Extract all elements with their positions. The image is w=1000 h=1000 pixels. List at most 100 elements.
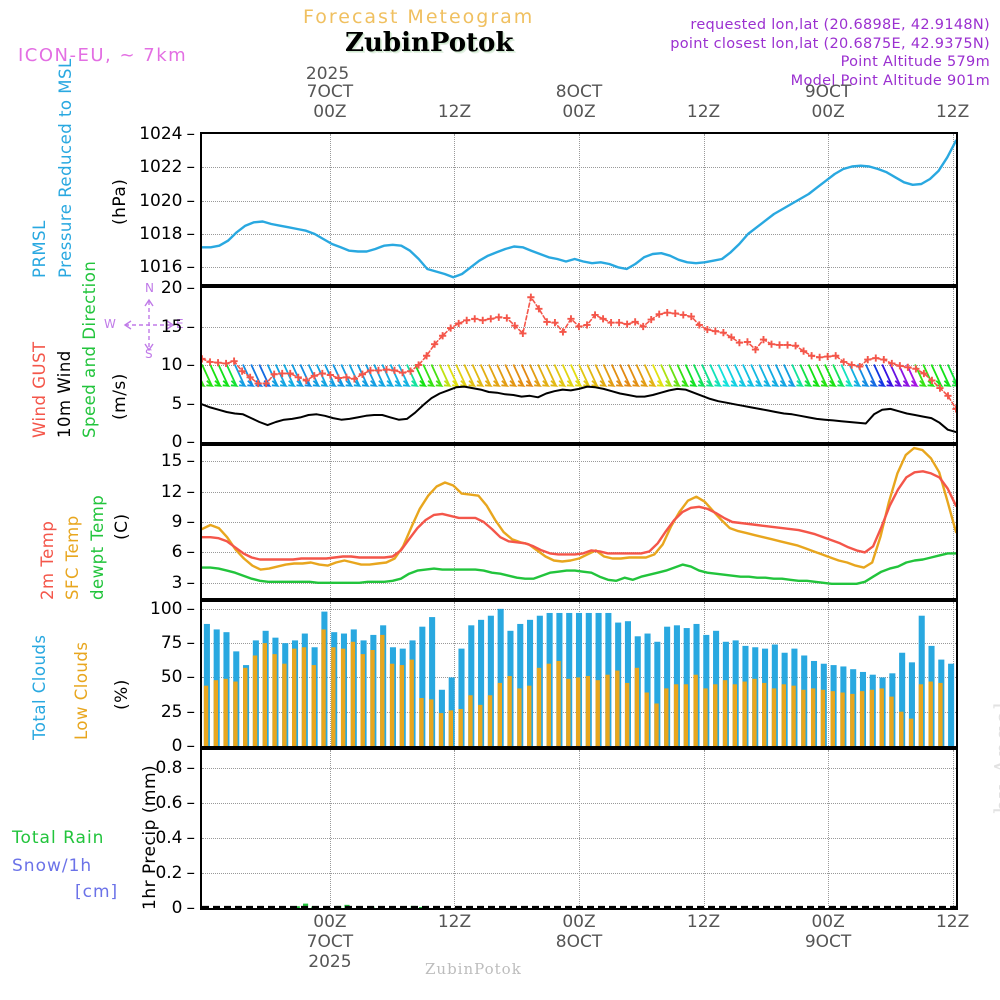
- gust-marker: [342, 373, 350, 381]
- low-cloud-bar: [527, 685, 532, 746]
- y-tick-dash: –: [186, 736, 196, 756]
- wind-direction-arrow: [529, 364, 543, 387]
- wind-direction-arrow: [594, 364, 608, 387]
- low-cloud-bar: [487, 695, 493, 746]
- y-tick-label: 100–: [150, 598, 196, 619]
- axis-day-bottom: 9OCT: [804, 932, 852, 952]
- wind-direction-arrow: [406, 364, 420, 387]
- low-cloud-bar: [536, 667, 542, 746]
- panel-clouds[interactable]: [200, 600, 958, 748]
- low-cloud-bar: [458, 708, 463, 746]
- gridline-vertical: [454, 750, 456, 908]
- label-wind-gust: Wind GUST: [30, 341, 49, 438]
- wind-direction-arrow: [742, 364, 756, 387]
- wind-direction-arrow: [586, 364, 600, 387]
- gridline-vertical: [828, 288, 830, 442]
- metadata-closest: point closest lon,lat (20.6875E, 42.9375…: [670, 35, 990, 52]
- low-cloud-bar: [624, 682, 630, 746]
- y-tick-dash: –: [186, 598, 196, 619]
- total-cloud-bar: [468, 625, 475, 746]
- wind-direction-arrow: [791, 364, 805, 387]
- unit-percent: (%): [112, 679, 132, 710]
- wind-direction-arrow: [373, 364, 387, 387]
- y-tick-dash: –: [186, 572, 196, 593]
- gridline-vertical: [329, 602, 331, 746]
- label-speed-direction: Speed and Direction: [80, 260, 99, 438]
- gust-marker: [382, 366, 391, 374]
- axis-hour-bottom: 00Z: [811, 912, 845, 932]
- gust-marker: [679, 311, 687, 319]
- low-cloud-bar: [497, 682, 502, 746]
- y-tick-dash: –: [186, 827, 196, 848]
- low-cloud-bar: [830, 691, 835, 746]
- y-tick-label: 0.2–: [155, 862, 196, 883]
- gridline-vertical: [703, 288, 705, 442]
- y-tick-label: 10–: [160, 355, 195, 375]
- yaxis-clouds: 100– 75– 50– 25– 0–: [133, 598, 196, 756]
- panel-wind[interactable]: [200, 286, 958, 444]
- total-cloud-bar: [918, 615, 925, 746]
- low-cloud-bar: [203, 685, 209, 746]
- label-prmsl: PRMSL: [30, 220, 49, 278]
- gust-marker: [655, 310, 663, 318]
- axis-hour-bottom: 00Z: [313, 912, 347, 932]
- wind-direction-arrow: [701, 364, 715, 387]
- wind-direction-arrow: [569, 364, 584, 387]
- gust-marker: [735, 339, 744, 347]
- gust-marker: [639, 322, 647, 331]
- low-cloud-bar: [389, 663, 395, 746]
- total-cloud-bar: [429, 617, 436, 746]
- wind-direction-arrow: [496, 364, 510, 387]
- total-cloud-bar: [527, 619, 534, 746]
- total-cloud-bar: [458, 648, 465, 746]
- panel-precipitation[interactable]: [200, 748, 958, 910]
- gust-marker: [783, 341, 792, 349]
- gust-marker: [559, 328, 567, 336]
- bottom-caption: ZubinPotok: [425, 960, 522, 978]
- gridline-vertical: [952, 288, 954, 442]
- wind-direction-arrow: [840, 364, 854, 387]
- gust-marker: [928, 376, 936, 384]
- total-cloud-bar: [595, 612, 602, 746]
- gridline-vertical: [329, 134, 331, 284]
- y-tick-label: 15–: [160, 316, 195, 337]
- gust-marker: [832, 352, 840, 360]
- wind-direction-arrow: [561, 364, 575, 387]
- gust-marker: [856, 362, 864, 371]
- wind-direction-arrow: [733, 364, 747, 387]
- total-cloud-bar: [517, 623, 524, 746]
- low-cloud-bar: [252, 655, 258, 746]
- gridline-vertical: [454, 134, 456, 284]
- low-cloud-bar: [781, 684, 786, 746]
- gust-marker: [944, 392, 952, 400]
- wind-direction-arrow: [274, 364, 288, 387]
- gridline-vertical: [454, 446, 456, 598]
- wind-direction-arrow: [217, 364, 231, 387]
- axis-hour-bottom: 12Z: [437, 912, 472, 932]
- top-time-axis: 2025 7OCT 00Z 12Z 8OCT 00Z 12Z 9OCT 00Z 12Z: [200, 64, 969, 130]
- panel-temperature[interactable]: [200, 444, 958, 600]
- gust-marker: [230, 357, 238, 365]
- total-cloud-bar: [203, 623, 210, 746]
- panel-pressure[interactable]: [200, 132, 958, 286]
- gust-marker: [479, 316, 487, 324]
- gridline-vertical: [952, 134, 954, 284]
- wind-direction-arrow: [684, 364, 698, 387]
- gust-marker: [511, 322, 519, 330]
- gridline-vertical: [703, 750, 705, 908]
- low-cloud-bar: [820, 689, 826, 746]
- gust-marker: [719, 329, 727, 337]
- yaxis-pressure: 1024– 1022– 1020– 1018– 1016–: [133, 124, 195, 286]
- y-tick-label: 1018–: [139, 224, 195, 244]
- series-line: [202, 139, 956, 279]
- low-cloud-bar: [399, 665, 405, 746]
- gust-marker: [952, 405, 956, 413]
- y-tick-dash: –: [186, 862, 196, 883]
- wind-direction-arrow: [471, 364, 485, 387]
- wind-direction-arrow: [520, 364, 534, 387]
- total-cloud-bar: [419, 626, 426, 746]
- total-cloud-bar: [487, 615, 494, 746]
- gust-marker: [543, 318, 551, 326]
- gust-marker: [527, 293, 535, 301]
- wind-direction-arrow: [766, 364, 780, 387]
